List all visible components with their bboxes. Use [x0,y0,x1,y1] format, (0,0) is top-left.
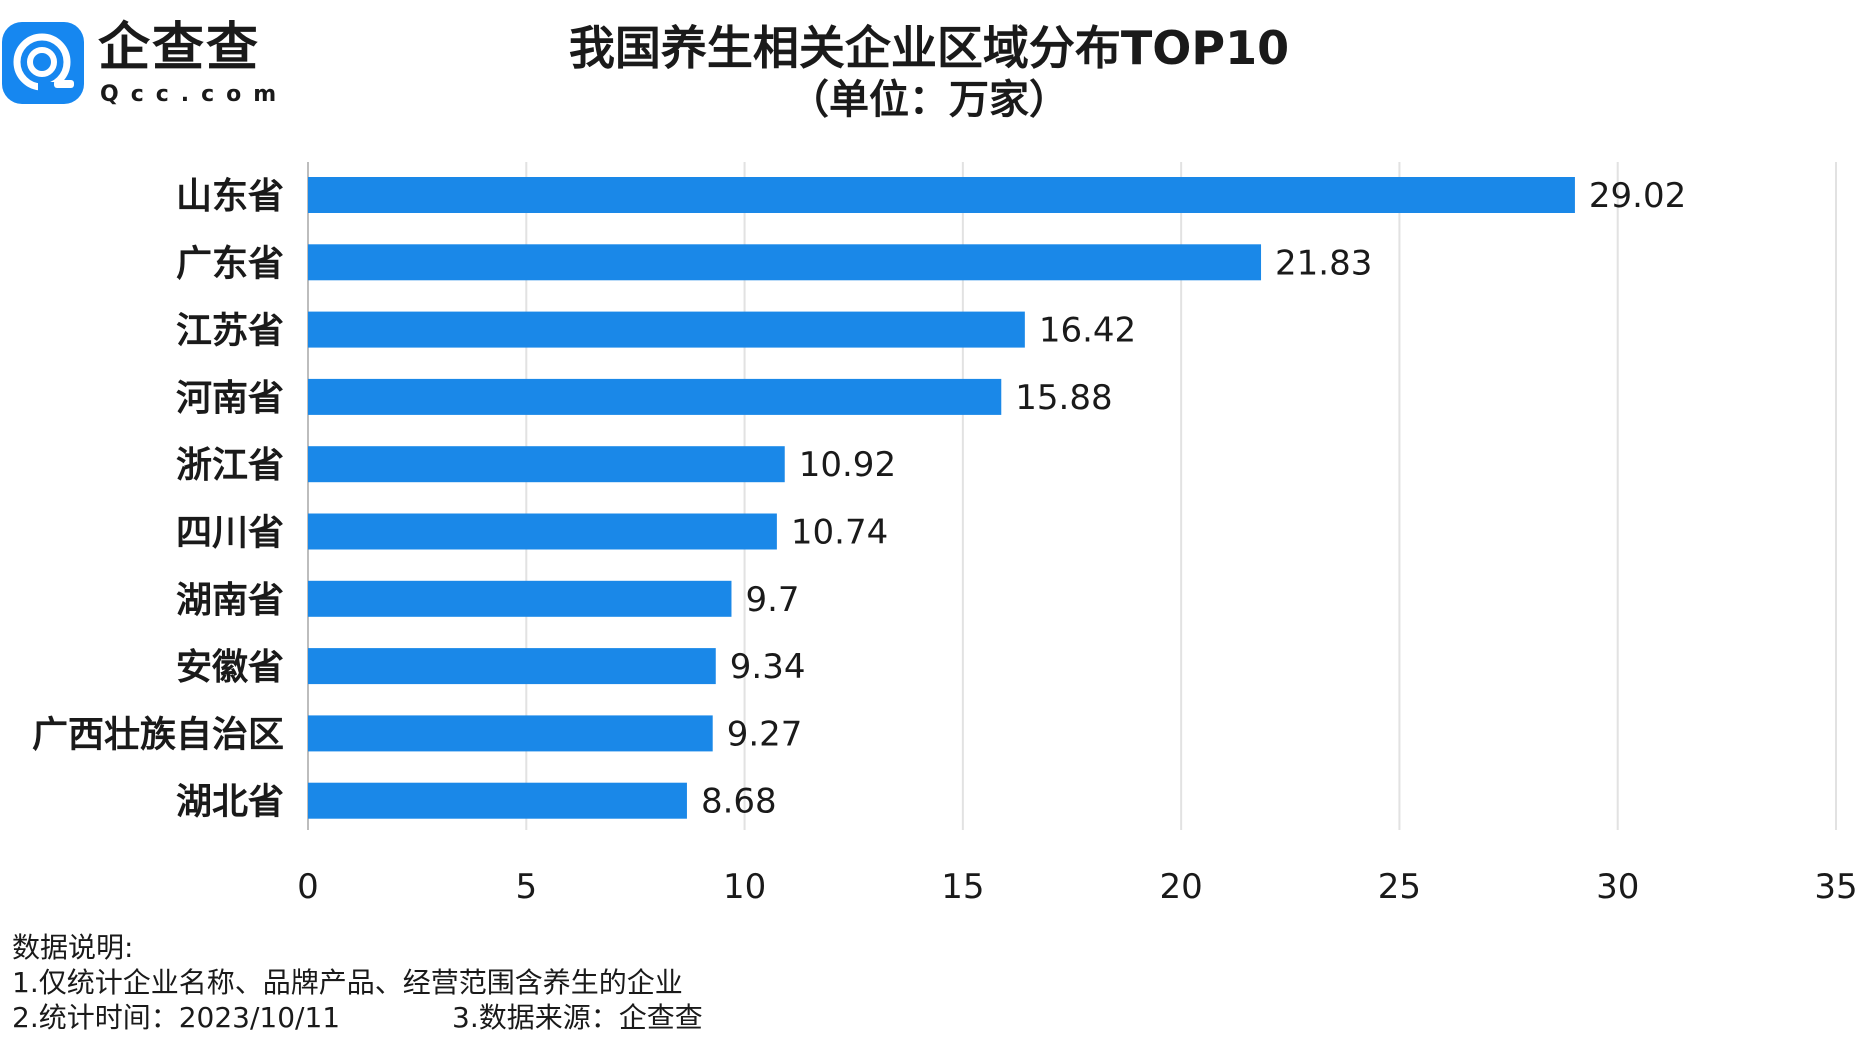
bar [308,580,732,617]
bar [308,782,687,819]
bar-chart: 0 5 10 15 20 25 30 35 山东省 29.02 广东省 21.83 江苏省 16.42 河南… [32,162,1858,907]
notes-line-1: 1.仅统计企业名称、品牌产品、经营范围含养生的企业 [12,966,683,999]
value-label: 9.27 [727,714,803,754]
value-label: 10.92 [799,445,896,485]
notes-line-3: 3.数据来源：企查查 [452,1001,703,1034]
data-notes: 数据说明: 1.仅统计企业名称、品牌产品、经营范围含养生的企业 2.统计时间：2… [12,930,703,1035]
chart-subtitle: （单位：万家） [789,77,1069,123]
category-label: 山东省 [176,176,284,217]
value-label: 9.34 [730,647,806,687]
value-label: 29.02 [1589,176,1686,216]
category-label: 浙江省 [176,445,284,486]
bar [308,715,713,752]
x-tick-label: 25 [1378,867,1421,907]
qcc-logo-symbol [13,33,74,91]
category-label: 四川省 [176,513,284,554]
qcc-logo: 企查查 Qcc.com [2,18,302,118]
value-label: 9.7 [745,580,799,620]
category-label: 湖南省 [176,580,284,621]
category-label: 湖北省 [176,782,284,823]
category-label: 江苏省 [176,311,284,352]
category-label: 广东省 [176,243,284,284]
category-label: 广西壮族自治区 [32,714,284,755]
bars [308,177,1575,819]
x-tick-label: 5 [515,867,537,907]
brand-name-en: Qcc.com [100,82,289,107]
qcc-logo-icon [2,22,84,104]
bar [308,378,1002,415]
brand-name-cn: 企查查 [98,18,261,78]
bar [308,177,1575,213]
x-tick-label: 0 [297,867,319,907]
x-tick-label: 10 [723,867,766,907]
bar [308,446,785,483]
bar [308,648,716,685]
bar [308,311,1025,348]
x-tick-label: 15 [941,867,984,907]
x-tick-label: 30 [1596,867,1639,907]
category-label: 河南省 [176,378,284,419]
labels: 0 5 10 15 20 25 30 35 山东省 29.02 广东省 21.83 江苏省 16.42 河南… [32,176,1858,907]
bar [308,244,1262,281]
value-label: 15.88 [1015,378,1112,418]
category-label: 安徽省 [176,647,284,688]
value-label: 16.42 [1039,311,1136,351]
x-tick-label: 20 [1160,867,1203,907]
bar [308,513,777,550]
value-label: 8.68 [701,782,777,822]
notes-line-2: 2.统计时间：2023/10/11 [12,1001,341,1034]
value-label: 21.83 [1275,243,1372,283]
value-label: 10.74 [791,513,888,553]
x-tick-label: 35 [1814,867,1857,907]
chart-title: 我国养生相关企业区域分布TOP10 [568,21,1290,75]
notes-heading: 数据说明: [12,931,134,964]
